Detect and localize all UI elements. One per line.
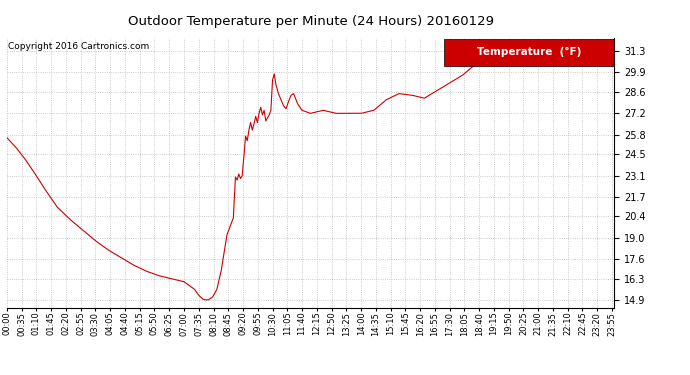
Text: Outdoor Temperature per Minute (24 Hours) 20160129: Outdoor Temperature per Minute (24 Hours… bbox=[128, 15, 493, 28]
Text: Copyright 2016 Cartronics.com: Copyright 2016 Cartronics.com bbox=[8, 42, 149, 51]
FancyBboxPatch shape bbox=[444, 39, 614, 66]
Text: Temperature  (°F): Temperature (°F) bbox=[477, 47, 581, 57]
